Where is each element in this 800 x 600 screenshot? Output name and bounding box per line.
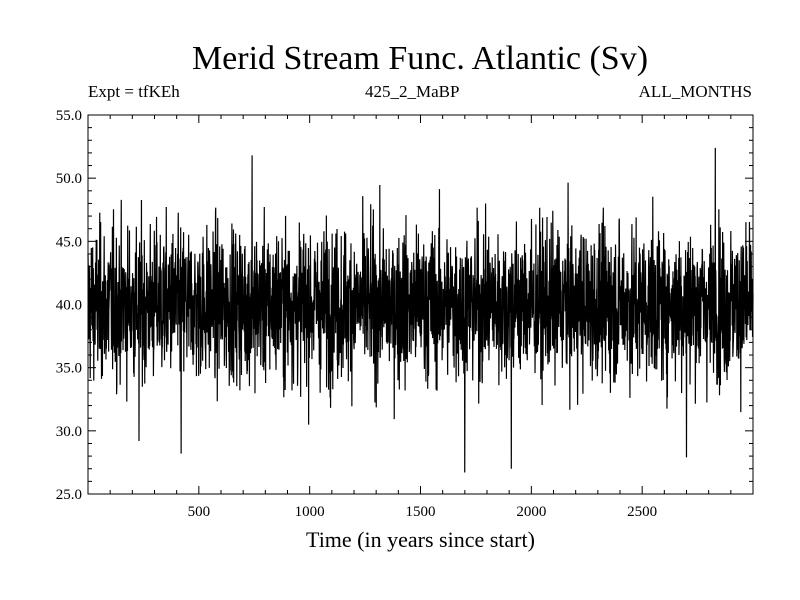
y-tick-label: 35.0 (56, 361, 82, 377)
x-tick-label: 500 (188, 504, 211, 520)
run-id-label: 425_2_MaBP (365, 82, 460, 101)
ticks-layer: 25.0 30.0 35.0 40.0 45.0 50.0 55.0 500 1000 1500 2… (56, 108, 753, 520)
y-tick-label: 55.0 (56, 108, 82, 124)
plot-frame (87, 114, 754, 495)
chart-title: Merid Stream Func. Atlantic (Sv) (191, 40, 649, 77)
y-tick-label: 25.0 (56, 487, 82, 503)
x-tick-label: 1000 (295, 504, 325, 520)
x-tick-label: 2000 (516, 504, 546, 520)
y-tick-label: 30.0 (56, 424, 82, 440)
x-tick-label: 1500 (406, 504, 436, 520)
x-tick-label: 2500 (627, 504, 657, 520)
y-tick-label: 40.0 (56, 298, 82, 314)
x-axis-label: Time (in years since start) (306, 527, 535, 552)
months-label: ALL_MONTHS (638, 82, 752, 101)
series-line (87, 147, 754, 473)
y-tick-label: 45.0 (56, 234, 82, 250)
y-tick-label: 50.0 (56, 171, 82, 187)
experiment-label: Expt = tfKEh (88, 82, 180, 101)
series-layer (87, 147, 754, 473)
